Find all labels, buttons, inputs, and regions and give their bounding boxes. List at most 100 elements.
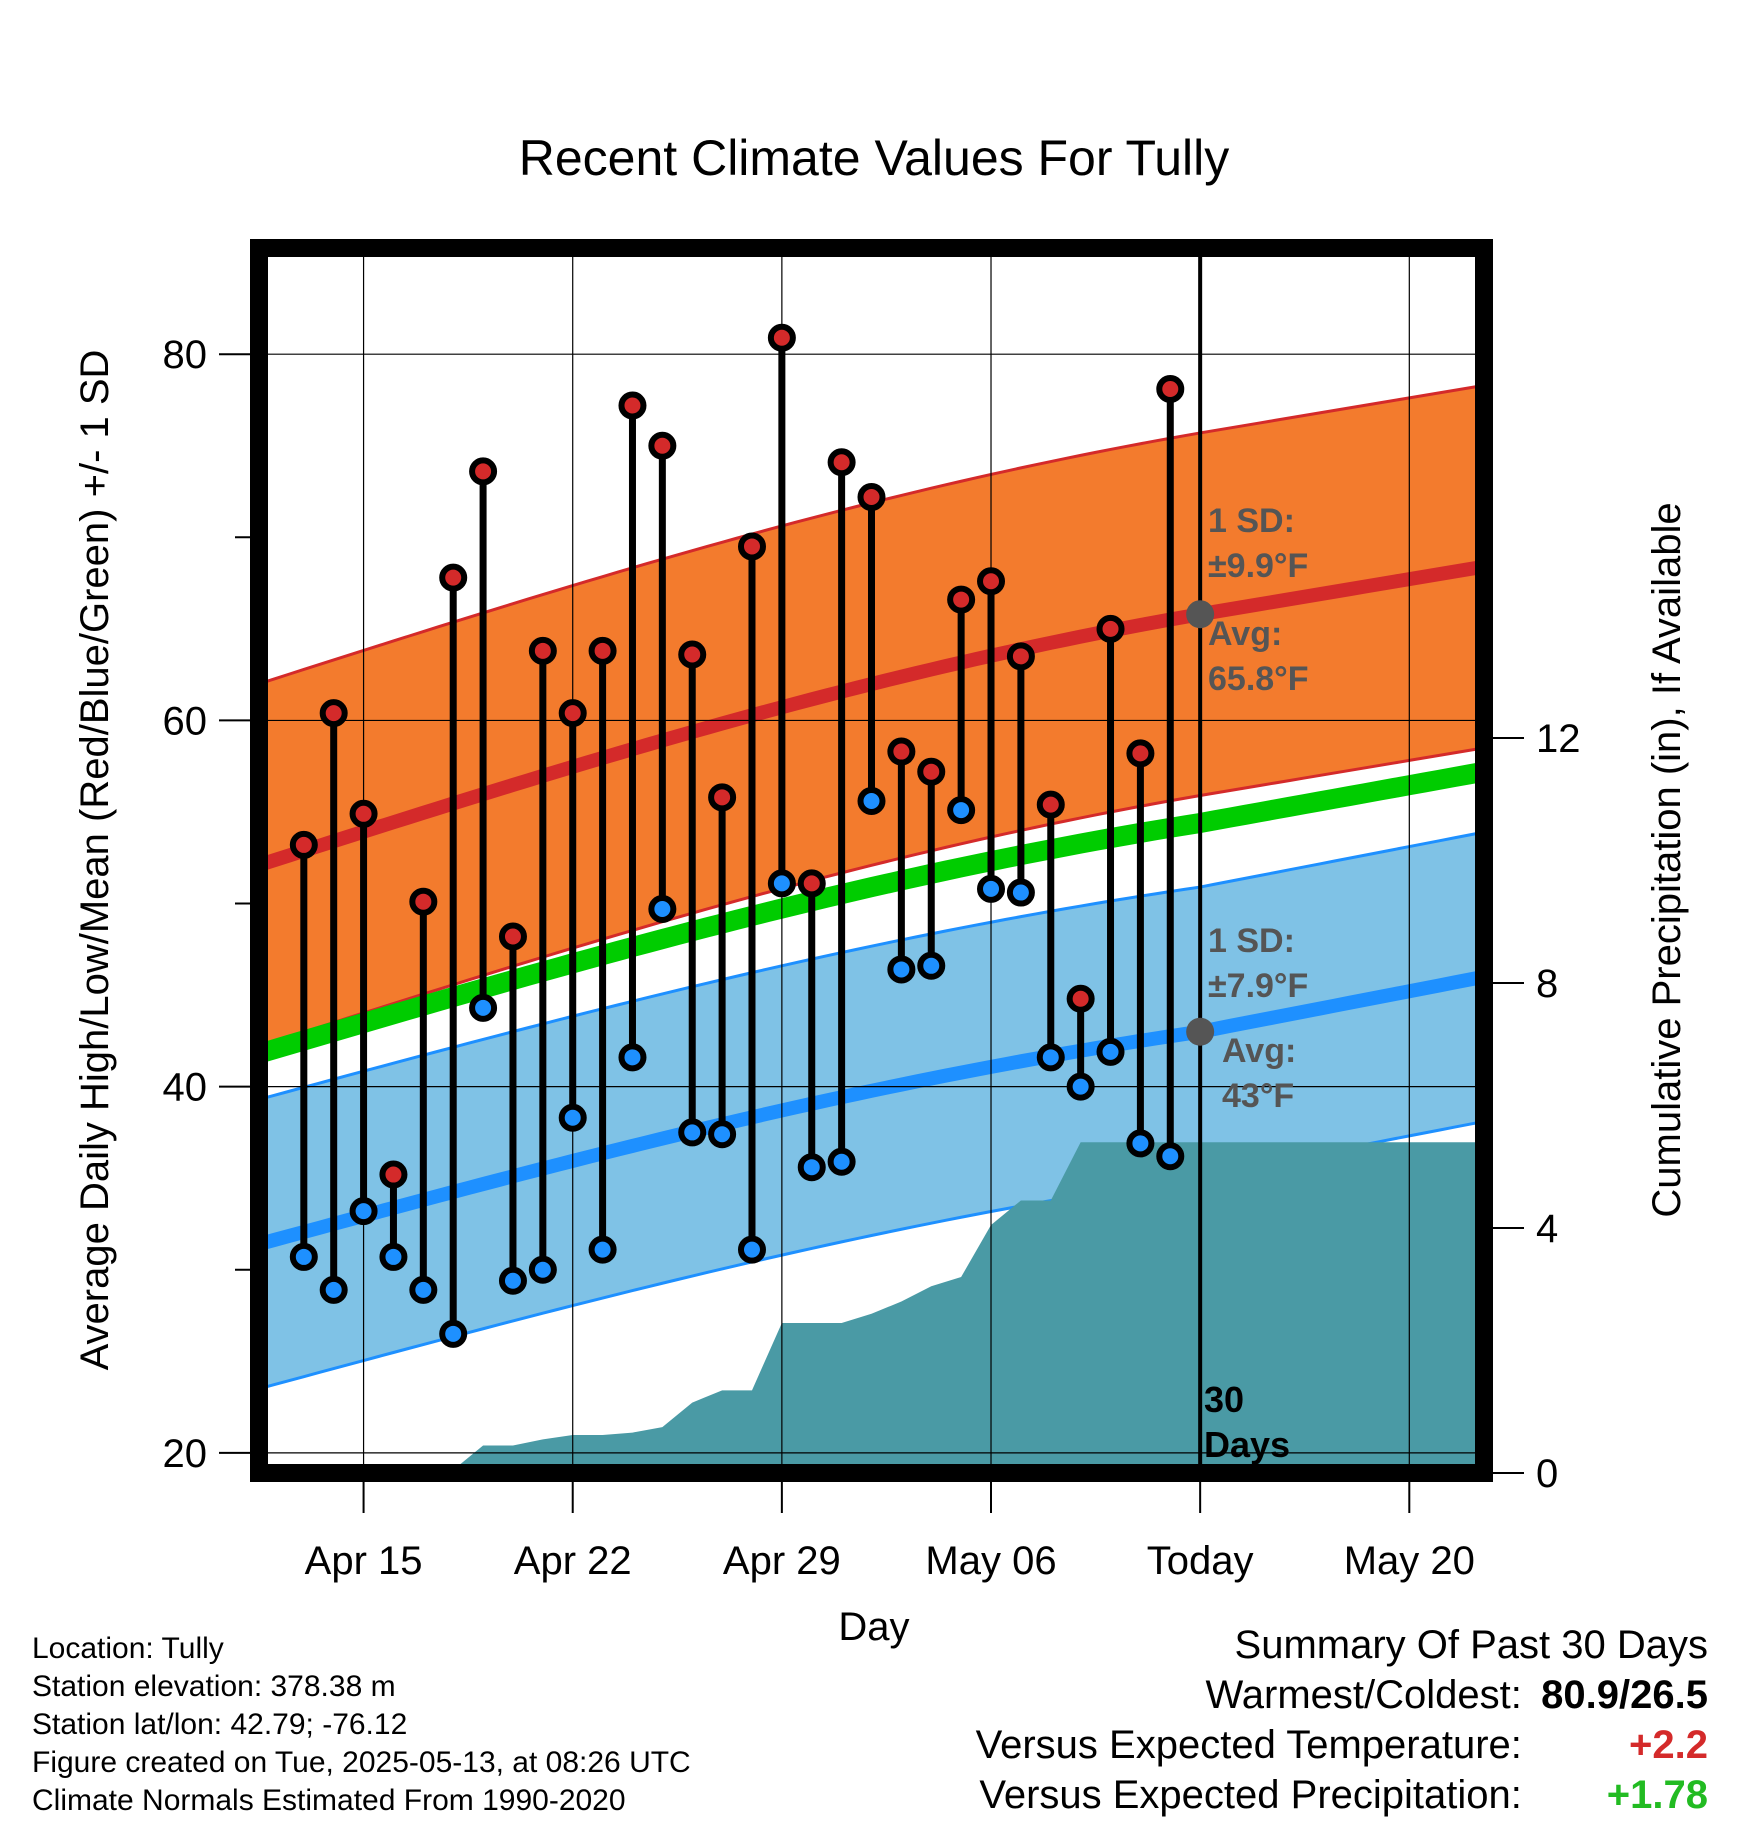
- summary-title: Summary Of Past 30 Days: [1234, 1623, 1708, 1667]
- daily-low-point: [917, 951, 946, 980]
- normal-low-line: [259, 969, 1484, 1251]
- created-text: Figure created on Tue, 2025-05-13, at 08…: [32, 1746, 691, 1779]
- daily-high-point: [1156, 374, 1185, 403]
- daily-high-point: [977, 567, 1006, 596]
- plot-frame: [250, 239, 1493, 1482]
- daily-low-point: [648, 895, 677, 924]
- high-avg-value: 65.8°F: [1208, 660, 1309, 698]
- daily-high-point: [678, 640, 707, 669]
- low-avg-value: 43°F: [1222, 1077, 1294, 1115]
- daily-low-point: [1036, 1043, 1065, 1072]
- daily-low-point: [857, 786, 886, 815]
- plot-area: 1 SD: ±9.9°F Avg: 65.8°F 1 SD: ±7.9°F Avg: 43°F…: [259, 248, 1484, 1473]
- daily-low-point: [797, 1153, 826, 1182]
- daily-high-point: [767, 323, 796, 352]
- y2-axis-label: Cumulative Precipitation (in), If Availa…: [1645, 502, 1689, 1217]
- daily-low-point: [708, 1120, 737, 1149]
- y2-tick-label: 4: [1536, 1207, 1558, 1251]
- daily-low-point: [678, 1118, 707, 1147]
- daily-low-point: [618, 1043, 647, 1072]
- y-tick-label: 20: [163, 1432, 208, 1476]
- x-tick-label: Today: [1147, 1539, 1254, 1583]
- daily-high-point: [319, 699, 348, 728]
- daily-high-point: [588, 636, 617, 665]
- low-sd-band-upper-edge: [259, 830, 1484, 1101]
- daily-low-point: [1096, 1037, 1125, 1066]
- location-text: Location: Tully: [32, 1632, 224, 1665]
- today-days-word: Days: [1204, 1424, 1290, 1465]
- low-sd-label: 1 SD:: [1208, 922, 1295, 960]
- normals-text: Climate Normals Estimated From 1990-2020: [32, 1784, 626, 1817]
- y-axis-label: Average Daily High/Low/Mean (Red/Blue/Gr…: [73, 350, 117, 1371]
- daily-low-point: [349, 1197, 378, 1226]
- warm-cold-label: Warmest/Coldest:: [1205, 1673, 1522, 1717]
- daily-low-point: [439, 1319, 468, 1348]
- y2-tick-label: 0: [1536, 1452, 1558, 1496]
- daily-low-point: [319, 1275, 348, 1304]
- daily-low-point: [827, 1147, 856, 1176]
- daily-high-point: [1066, 984, 1095, 1013]
- chart-title: Recent Climate Values For Tully: [519, 130, 1229, 186]
- daily-high-point: [827, 448, 856, 477]
- daily-low-point: [469, 993, 498, 1022]
- summary-panel: Summary Of Past 30 Days Warmest/Coldest:…: [976, 1620, 1708, 1820]
- y-tick-label: 80: [163, 333, 208, 377]
- station-info: Location: Tully Station elevation: 378.3…: [32, 1630, 691, 1820]
- daily-low-point: [588, 1235, 617, 1264]
- warm-cold-row: Warmest/Coldest: 80.9/26.5: [976, 1670, 1709, 1720]
- daily-high-point: [469, 457, 498, 486]
- daily-low-point: [1126, 1129, 1155, 1158]
- daily-high-point: [857, 483, 886, 512]
- daily-high-point: [349, 799, 378, 828]
- temp-row: Versus Expected Temperature: +2.2: [976, 1720, 1708, 1770]
- normal-low-marker: [1186, 1017, 1215, 1046]
- x-tick-label: May 20: [1344, 1539, 1475, 1583]
- daily-high-point: [917, 757, 946, 786]
- elevation-text: Station elevation: 378.38 m: [32, 1670, 396, 1703]
- x-tick-label: Apr 29: [723, 1539, 841, 1583]
- x-tick-label: May 06: [925, 1539, 1056, 1583]
- daily-high-point: [1096, 614, 1125, 643]
- latlon-text: Station lat/lon: 42.79; -76.12: [32, 1708, 408, 1741]
- daily-high-point: [887, 737, 916, 766]
- daily-high-point: [439, 563, 468, 592]
- low-sd-value: ±7.9°F: [1208, 967, 1308, 1005]
- x-tick-label: Apr 15: [305, 1539, 423, 1583]
- precip-label: Versus Expected Precipitation:: [979, 1773, 1522, 1817]
- high-avg-label: Avg:: [1208, 615, 1282, 653]
- warm-cold-value: 80.9/26.5: [1541, 1673, 1708, 1717]
- x-tick-label: Apr 22: [514, 1539, 632, 1583]
- daily-low-point: [528, 1255, 557, 1284]
- y2-tick-label: 12: [1536, 717, 1581, 761]
- daily-high-point: [379, 1160, 408, 1189]
- daily-low-point: [558, 1103, 587, 1132]
- temp-value: +2.2: [1629, 1723, 1708, 1767]
- daily-high-point: [797, 869, 826, 898]
- high-sd-label: 1 SD:: [1208, 502, 1295, 540]
- high-sd-value: ±9.9°F: [1208, 547, 1308, 585]
- precip-value: +1.78: [1606, 1773, 1708, 1817]
- low-avg-label: Avg:: [1222, 1032, 1296, 1070]
- daily-low-point: [887, 955, 916, 984]
- daily-high-point: [947, 585, 976, 614]
- high-sd-band-lower-edge: [259, 746, 1484, 1048]
- daily-high-point: [1126, 739, 1155, 768]
- daily-low-point: [767, 869, 796, 898]
- daily-low-point: [289, 1242, 318, 1271]
- daily-high-point: [648, 431, 677, 460]
- temp-label: Versus Expected Temperature:: [975, 1723, 1522, 1767]
- daily-low-point: [1156, 1142, 1185, 1171]
- today-days-count: 30: [1204, 1379, 1244, 1420]
- precip-row: Versus Expected Precipitation: +1.78: [976, 1770, 1708, 1820]
- daily-high-point: [498, 922, 527, 951]
- daily-low-point: [409, 1275, 438, 1304]
- daily-high-point: [618, 391, 647, 420]
- daily-low-point: [947, 796, 976, 825]
- y-tick-label: 60: [163, 699, 208, 743]
- daily-low-point: [379, 1242, 408, 1271]
- daily-low-point: [1066, 1072, 1095, 1101]
- daily-high-point: [289, 830, 318, 859]
- daily-high-point: [409, 887, 438, 916]
- normal-high-marker: [1186, 600, 1215, 629]
